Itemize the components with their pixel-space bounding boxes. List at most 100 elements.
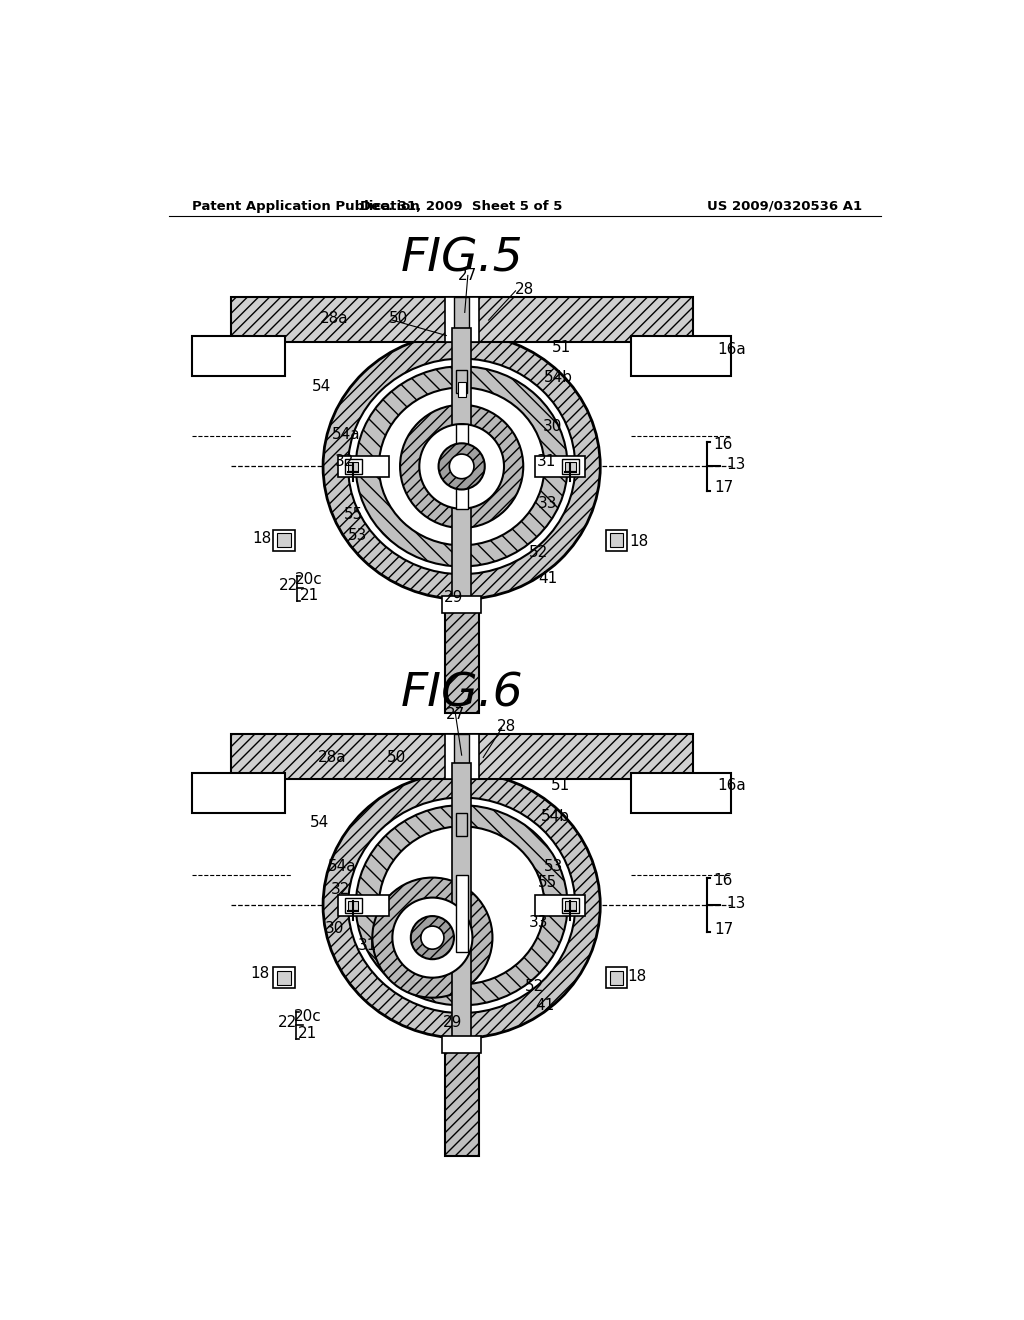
Circle shape (438, 444, 484, 490)
Bar (230, 297, 692, 342)
Bar (609, 533, 624, 548)
Bar (339, 895, 388, 916)
Bar (444, 297, 478, 342)
Text: 32: 32 (335, 454, 354, 469)
Text: 54a: 54a (332, 426, 360, 442)
Text: 16: 16 (714, 437, 733, 453)
Ellipse shape (323, 772, 600, 1038)
Bar (535, 895, 585, 916)
Text: 28a: 28a (321, 312, 349, 326)
Text: 16a: 16a (717, 779, 746, 793)
Bar (348, 900, 358, 909)
Text: FIG.5: FIG.5 (400, 236, 523, 281)
Text: FIG.6: FIG.6 (400, 671, 523, 715)
Bar (442, 1036, 481, 1053)
Bar (444, 605, 478, 713)
Text: 31: 31 (537, 454, 556, 469)
Bar (345, 459, 361, 474)
Bar (631, 335, 731, 376)
Text: 55: 55 (539, 875, 557, 890)
Ellipse shape (323, 334, 600, 599)
Bar (273, 529, 295, 552)
Bar (457, 813, 467, 836)
Circle shape (392, 898, 472, 978)
Bar (562, 898, 579, 913)
Bar (565, 900, 575, 909)
Text: 33: 33 (539, 496, 558, 511)
Text: 30: 30 (325, 921, 344, 936)
Ellipse shape (355, 805, 567, 1006)
Text: 18: 18 (629, 535, 648, 549)
Text: 54: 54 (310, 814, 330, 830)
Text: 18: 18 (628, 969, 647, 983)
Text: 54: 54 (312, 379, 331, 393)
Text: 20c: 20c (294, 1010, 322, 1024)
Bar (609, 970, 624, 985)
Text: 29: 29 (442, 1015, 462, 1030)
Text: 17: 17 (714, 921, 733, 937)
Bar (339, 455, 388, 478)
Text: 28: 28 (515, 281, 535, 297)
Text: 32: 32 (331, 882, 349, 898)
Text: Patent Application Publication: Patent Application Publication (193, 199, 420, 213)
Circle shape (421, 927, 444, 949)
Text: 52: 52 (524, 978, 544, 994)
Bar (605, 529, 628, 552)
Text: Dec. 31, 2009  Sheet 5 of 5: Dec. 31, 2009 Sheet 5 of 5 (360, 199, 563, 213)
Text: 51: 51 (551, 779, 569, 793)
Bar (442, 595, 481, 612)
Bar (444, 1048, 478, 1155)
Circle shape (419, 424, 504, 508)
Text: 51: 51 (552, 341, 571, 355)
Text: 54b: 54b (544, 371, 572, 385)
Circle shape (411, 916, 454, 960)
Bar (230, 734, 692, 779)
Text: 20c: 20c (295, 572, 324, 587)
Text: 41: 41 (536, 998, 554, 1012)
Bar (276, 970, 291, 985)
Text: 28: 28 (497, 719, 516, 734)
Bar (456, 424, 468, 508)
Text: 22: 22 (278, 1015, 297, 1030)
Bar (458, 381, 466, 397)
Bar (273, 966, 295, 989)
Text: 50: 50 (389, 312, 409, 326)
Ellipse shape (348, 797, 575, 1014)
Bar (453, 327, 471, 605)
Text: US 2009/0320536 A1: US 2009/0320536 A1 (707, 199, 862, 213)
Bar (457, 370, 467, 393)
Text: 16a: 16a (717, 342, 746, 356)
Text: 17: 17 (714, 480, 733, 495)
Text: 13: 13 (726, 896, 745, 911)
Ellipse shape (348, 359, 575, 574)
Text: 50: 50 (387, 750, 406, 766)
Text: 27: 27 (445, 706, 465, 722)
Circle shape (450, 454, 474, 479)
Text: 18: 18 (250, 965, 269, 981)
Text: 53: 53 (348, 528, 368, 544)
Text: 29: 29 (444, 590, 464, 605)
Bar (276, 533, 291, 548)
Bar (454, 297, 469, 342)
Circle shape (373, 878, 493, 998)
Bar (348, 462, 358, 471)
Text: 13: 13 (726, 457, 745, 473)
Text: 30: 30 (543, 418, 562, 434)
Text: 54b: 54b (541, 809, 570, 824)
Bar (193, 774, 285, 813)
Text: 21: 21 (300, 589, 318, 603)
Bar (453, 763, 471, 1048)
Bar (454, 734, 469, 779)
Text: 27: 27 (458, 268, 477, 282)
Text: 22: 22 (279, 578, 298, 593)
Text: 54a: 54a (328, 859, 356, 874)
Text: 33: 33 (529, 915, 549, 929)
Bar (345, 898, 361, 913)
Text: 53: 53 (545, 859, 564, 874)
Bar (631, 774, 731, 813)
Text: 28a: 28a (318, 750, 346, 766)
Bar (193, 335, 285, 376)
Bar (565, 462, 575, 471)
Bar (444, 734, 478, 779)
Circle shape (400, 405, 523, 528)
